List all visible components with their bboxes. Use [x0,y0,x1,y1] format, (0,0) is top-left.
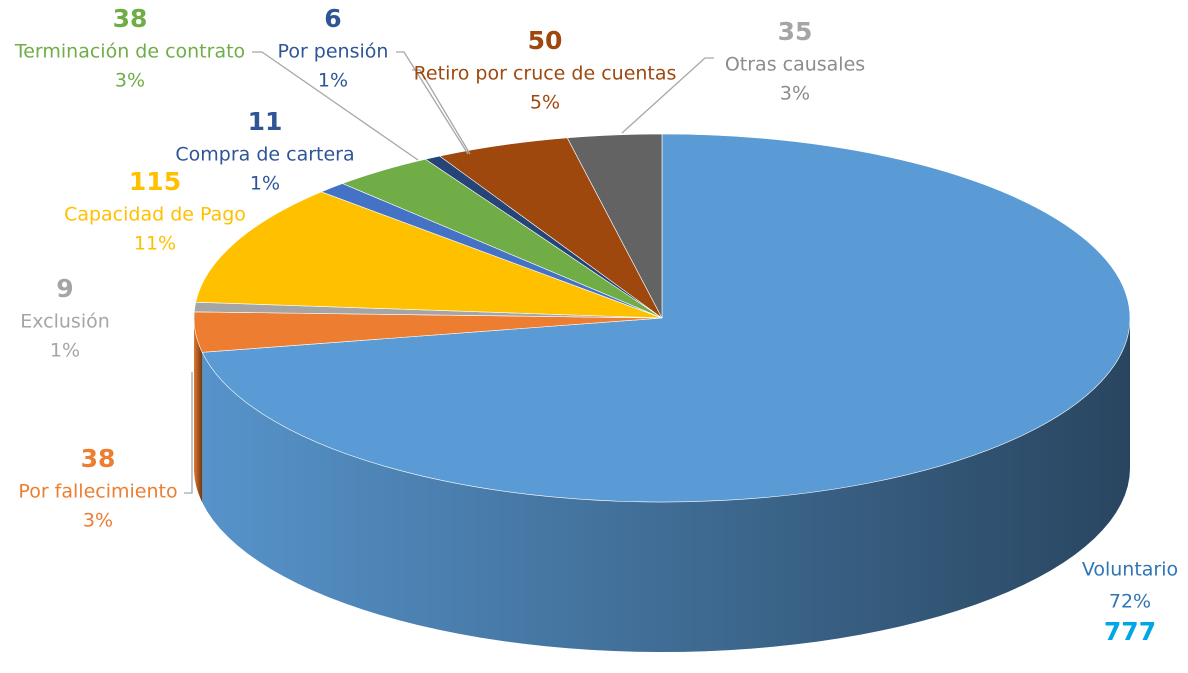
percent-label: 72% [1109,591,1151,613]
slice-side-shade [194,318,203,503]
value-label: 50 [528,26,563,55]
leader-line [412,69,471,155]
data-label: 35 Otras causales 3% [725,17,865,105]
leader-lines [184,51,714,494]
value-label: 35 [778,17,813,46]
category-label: Compra de cartera [175,144,354,166]
category-label: Por pensión [278,41,389,63]
percent-label: 3% [83,510,113,532]
percent-label: 3% [115,70,145,92]
value-label: 777 [1104,617,1156,646]
percent-label: 5% [530,92,560,114]
category-label: Voluntario [1082,559,1178,581]
value-label: 38 [81,444,116,473]
data-label: 115 Capacidad de Pago 11% [64,167,246,255]
data-label: 38 Terminación de contrato 3% [14,4,245,92]
leader-line [184,372,193,494]
category-label: Capacidad de Pago [64,204,246,226]
data-label: 50 Retiro por cruce de cuentas 5% [414,26,677,114]
percent-label: 1% [250,173,280,195]
value-label: 115 [129,167,181,196]
leader-line [621,57,714,134]
value-label: 9 [56,274,73,303]
slice [195,191,663,319]
leader-line [396,51,469,155]
category-label: Terminación de contrato [14,41,245,63]
data-label: 9 Exclusión 1% [20,274,110,362]
data-label: 11 Compra de cartera 1% [175,107,354,195]
leader-line [252,51,419,161]
category-label: Exclusión [20,311,110,333]
pie [193,133,1131,652]
category-label: Por fallecimiento [18,481,177,503]
slice [201,133,1131,503]
pie-sides [194,318,1130,652]
percent-label: 1% [50,340,80,362]
value-label: 11 [248,107,283,136]
category-label: Otras causales [725,54,865,76]
data-label: 777 Voluntario 72% [1082,559,1178,647]
category-label: Retiro por cruce de cuentas [414,63,677,85]
slice-side-shade [202,318,1130,652]
data-label: 6 Por pensión 1% [278,4,389,92]
percent-label: 11% [134,233,176,255]
value-label: 6 [324,4,341,33]
percent-label: 1% [318,70,348,92]
slice [566,133,663,319]
value-label: 38 [113,4,148,33]
data-label: 38 Por fallecimiento 3% [18,444,177,532]
percent-label: 3% [780,83,810,105]
